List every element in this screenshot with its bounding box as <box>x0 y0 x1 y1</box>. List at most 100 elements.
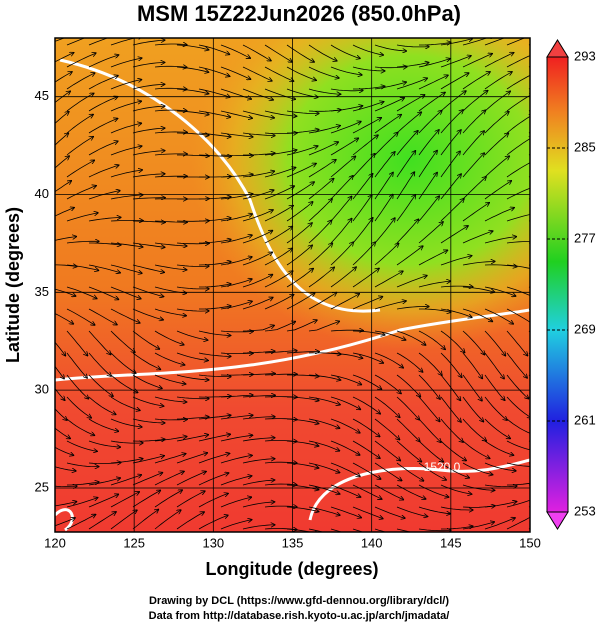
streamline <box>264 133 297 134</box>
streamline <box>330 138 358 156</box>
streamline <box>176 491 205 508</box>
streamline <box>264 168 296 178</box>
streamline <box>110 286 141 299</box>
streamline <box>506 214 530 222</box>
streamline <box>55 237 76 241</box>
streamline <box>132 40 165 46</box>
streamline <box>66 264 99 270</box>
streamline <box>220 174 253 178</box>
streamline <box>88 352 111 376</box>
streamline <box>418 462 446 480</box>
footer: Drawing by DCL (https://www.gfd-dennou.o… <box>149 595 449 607</box>
streamline <box>264 374 297 375</box>
streamline <box>198 132 231 137</box>
streamline <box>66 374 89 399</box>
streamline <box>374 195 393 222</box>
streamline <box>396 306 429 310</box>
streamline <box>330 176 353 200</box>
streamline <box>396 276 427 288</box>
streamline <box>88 374 113 396</box>
streamline <box>418 151 437 178</box>
streamline <box>330 374 361 385</box>
footer: Data from http://database.rish.kyoto-u.a… <box>149 610 450 622</box>
streamline <box>66 137 93 156</box>
streamline <box>264 110 297 116</box>
streamline <box>396 78 427 90</box>
streamline <box>396 195 415 222</box>
streamline <box>66 308 95 325</box>
streamline <box>352 528 364 532</box>
streamline <box>110 58 142 68</box>
streamline <box>220 435 253 442</box>
streamline <box>396 506 428 517</box>
streamline <box>198 218 231 222</box>
streamline <box>352 396 380 414</box>
streamline <box>66 213 98 222</box>
streamline <box>55 427 70 439</box>
streamline <box>132 374 162 388</box>
streamline <box>242 502 275 508</box>
streamline <box>243 153 275 155</box>
streamline <box>308 321 339 332</box>
streamline <box>396 462 424 481</box>
streamline <box>484 462 516 471</box>
streamline <box>286 245 312 266</box>
streamline <box>286 202 313 222</box>
colorbar-tick-label: 253 <box>574 503 596 518</box>
streamline <box>154 221 187 222</box>
streamline <box>330 484 361 497</box>
streamline <box>55 365 64 379</box>
streamline <box>264 462 297 463</box>
streamline <box>55 518 75 527</box>
streamline <box>462 54 492 68</box>
x-axis-label: Longitude (degrees) <box>205 559 378 579</box>
streamline <box>176 512 204 530</box>
streamline <box>88 308 117 325</box>
streamline <box>440 91 466 112</box>
streamline <box>66 515 96 530</box>
streamline <box>484 352 504 379</box>
streamline <box>418 396 440 421</box>
streamline <box>352 330 385 335</box>
streamline <box>220 301 252 310</box>
streamline <box>396 151 415 178</box>
streamline <box>66 160 94 178</box>
streamline <box>67 482 99 486</box>
streamline <box>440 39 472 46</box>
streamline <box>440 308 472 317</box>
streamline <box>264 484 297 485</box>
streamline <box>132 418 165 423</box>
streamline <box>110 170 142 178</box>
streamline <box>506 93 530 112</box>
streamline <box>198 352 231 356</box>
streamline <box>55 485 77 487</box>
streamline <box>484 440 514 455</box>
streamline <box>330 396 360 409</box>
streamline <box>154 352 185 365</box>
streamline <box>308 267 334 288</box>
streamline <box>242 171 274 178</box>
streamline <box>330 156 355 178</box>
streamline <box>220 395 253 397</box>
streamline <box>132 352 160 369</box>
streamline <box>506 440 530 451</box>
streamline <box>88 418 118 431</box>
streamline <box>154 110 187 111</box>
x-tick-label: 145 <box>440 535 462 550</box>
colorbar-tick-label: 293 <box>574 48 596 63</box>
streamline <box>484 208 514 222</box>
streamline <box>484 72 512 90</box>
streamline <box>176 453 207 464</box>
streamline <box>330 89 363 91</box>
contour-label: 1520.0 <box>424 460 461 474</box>
streamline <box>176 330 208 340</box>
streamline <box>220 44 250 58</box>
streamline <box>264 150 297 156</box>
streamline <box>55 181 71 193</box>
streamline <box>132 439 165 441</box>
streamline <box>88 286 119 299</box>
streamline <box>330 528 343 532</box>
streamline <box>484 286 516 296</box>
streamline <box>132 174 165 178</box>
streamline <box>462 203 489 222</box>
